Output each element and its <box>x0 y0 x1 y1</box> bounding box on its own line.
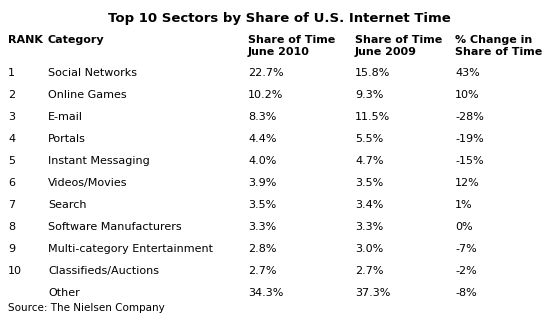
Text: 10: 10 <box>8 266 22 276</box>
Text: E-mail: E-mail <box>48 112 83 122</box>
Text: 22.7%: 22.7% <box>248 68 283 78</box>
Text: Search: Search <box>48 200 87 210</box>
Text: June 2009: June 2009 <box>355 47 417 57</box>
Text: RANK: RANK <box>8 35 43 45</box>
Text: -28%: -28% <box>455 112 484 122</box>
Text: -19%: -19% <box>455 134 484 144</box>
Text: 3.9%: 3.9% <box>248 178 276 188</box>
Text: Social Networks: Social Networks <box>48 68 137 78</box>
Text: 4.7%: 4.7% <box>355 156 383 166</box>
Text: -2%: -2% <box>455 266 477 276</box>
Text: 5: 5 <box>8 156 15 166</box>
Text: Source: The Nielsen Company: Source: The Nielsen Company <box>8 303 165 313</box>
Text: 43%: 43% <box>455 68 480 78</box>
Text: % Change in: % Change in <box>455 35 532 45</box>
Text: 11.5%: 11.5% <box>355 112 390 122</box>
Text: 10%: 10% <box>455 90 480 100</box>
Text: Multi-category Entertainment: Multi-category Entertainment <box>48 244 213 254</box>
Text: 4.0%: 4.0% <box>248 156 276 166</box>
Text: Top 10 Sectors by Share of U.S. Internet Time: Top 10 Sectors by Share of U.S. Internet… <box>108 12 451 25</box>
Text: 7: 7 <box>8 200 15 210</box>
Text: 9.3%: 9.3% <box>355 90 383 100</box>
Text: -8%: -8% <box>455 288 477 298</box>
Text: Other: Other <box>48 288 80 298</box>
Text: Share of Time: Share of Time <box>455 47 542 57</box>
Text: Videos/Movies: Videos/Movies <box>48 178 127 188</box>
Text: 3.0%: 3.0% <box>355 244 383 254</box>
Text: 4: 4 <box>8 134 15 144</box>
Text: 3: 3 <box>8 112 15 122</box>
Text: -7%: -7% <box>455 244 477 254</box>
Text: 3.5%: 3.5% <box>248 200 276 210</box>
Text: 15.8%: 15.8% <box>355 68 390 78</box>
Text: Share of Time: Share of Time <box>248 35 335 45</box>
Text: 1%: 1% <box>455 200 472 210</box>
Text: Category: Category <box>48 35 105 45</box>
Text: 8: 8 <box>8 222 15 232</box>
Text: 9: 9 <box>8 244 15 254</box>
Text: Online Games: Online Games <box>48 90 127 100</box>
Text: -15%: -15% <box>455 156 484 166</box>
Text: Instant Messaging: Instant Messaging <box>48 156 150 166</box>
Text: 12%: 12% <box>455 178 480 188</box>
Text: June 2010: June 2010 <box>248 47 310 57</box>
Text: 6: 6 <box>8 178 15 188</box>
Text: 2.7%: 2.7% <box>355 266 383 276</box>
Text: Share of Time: Share of Time <box>355 35 442 45</box>
Text: Portals: Portals <box>48 134 86 144</box>
Text: 34.3%: 34.3% <box>248 288 283 298</box>
Text: 3.5%: 3.5% <box>355 178 383 188</box>
Text: 2: 2 <box>8 90 15 100</box>
Text: 2.7%: 2.7% <box>248 266 277 276</box>
Text: 2.8%: 2.8% <box>248 244 277 254</box>
Text: Software Manufacturers: Software Manufacturers <box>48 222 182 232</box>
Text: Classifieds/Auctions: Classifieds/Auctions <box>48 266 159 276</box>
Text: 0%: 0% <box>455 222 472 232</box>
Text: 3.4%: 3.4% <box>355 200 383 210</box>
Text: 3.3%: 3.3% <box>248 222 276 232</box>
Text: 8.3%: 8.3% <box>248 112 276 122</box>
Text: 10.2%: 10.2% <box>248 90 283 100</box>
Text: 5.5%: 5.5% <box>355 134 383 144</box>
Text: 37.3%: 37.3% <box>355 288 390 298</box>
Text: 3.3%: 3.3% <box>355 222 383 232</box>
Text: 1: 1 <box>8 68 15 78</box>
Text: 4.4%: 4.4% <box>248 134 277 144</box>
